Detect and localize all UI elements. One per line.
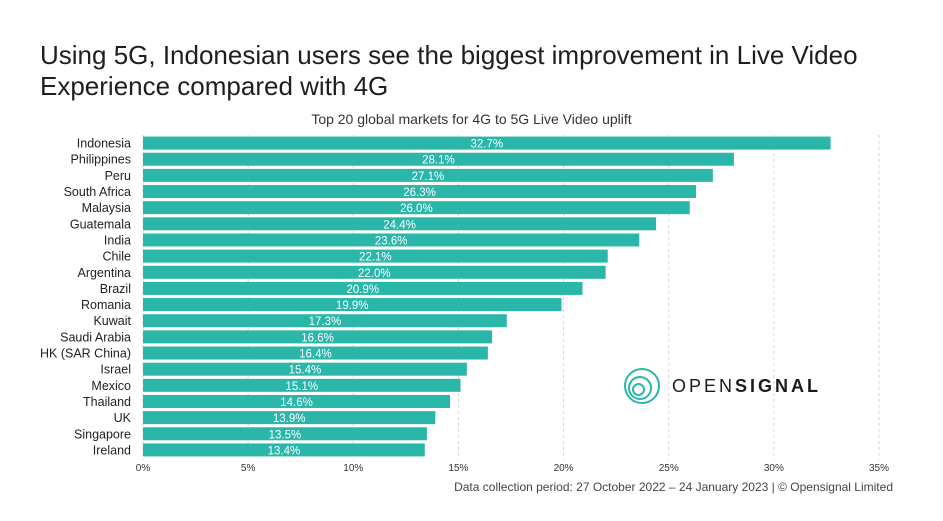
value-label: 24.4% bbox=[383, 219, 416, 231]
bar bbox=[143, 346, 488, 360]
value-label: 13.5% bbox=[269, 429, 302, 441]
logo-text-light: OPEN bbox=[672, 376, 736, 396]
value-label: 13.4% bbox=[268, 445, 301, 457]
category-label: India bbox=[104, 233, 131, 247]
category-label: Kuwait bbox=[93, 314, 131, 328]
bar bbox=[143, 298, 562, 312]
category-label: Thailand bbox=[83, 395, 131, 409]
value-label: 22.1% bbox=[359, 252, 392, 264]
bar bbox=[143, 136, 831, 150]
opensignal-logo-text: OPENSIGNAL bbox=[672, 376, 821, 397]
x-tick-label: 15% bbox=[448, 463, 468, 474]
x-tick-label: 0% bbox=[136, 463, 151, 474]
bar bbox=[143, 394, 451, 408]
bar bbox=[143, 233, 640, 247]
category-label: South Africa bbox=[64, 185, 131, 199]
category-label: Argentina bbox=[77, 266, 131, 280]
x-tick-label: 5% bbox=[241, 463, 256, 474]
chart-headline: Using 5G, Indonesian users see the bigge… bbox=[40, 40, 858, 101]
bar bbox=[143, 443, 425, 457]
value-label: 19.9% bbox=[336, 300, 369, 312]
bar bbox=[143, 152, 734, 166]
bar bbox=[143, 168, 713, 182]
bar bbox=[143, 281, 583, 295]
category-label: Philippines bbox=[71, 153, 131, 167]
value-label: 13.9% bbox=[273, 413, 306, 425]
value-label: 23.6% bbox=[375, 235, 408, 247]
value-label: 20.9% bbox=[346, 284, 379, 296]
data-collection-footer: Data collection period: 27 October 2022 … bbox=[454, 480, 893, 494]
category-label: Chile bbox=[103, 250, 132, 264]
chart-bars bbox=[143, 136, 831, 457]
bar bbox=[143, 265, 606, 279]
value-label: 26.3% bbox=[403, 187, 436, 199]
value-label: 27.1% bbox=[412, 171, 445, 183]
value-label: 14.6% bbox=[280, 397, 313, 409]
bar bbox=[143, 362, 467, 376]
chart-x-axis: 0% 5% 10% 15% 20% 25% 30% 35% bbox=[136, 463, 889, 474]
value-label: 16.4% bbox=[299, 349, 332, 361]
value-label: 28.1% bbox=[422, 155, 455, 167]
bar bbox=[143, 427, 427, 441]
chart-title: Top 20 global markets for 4G to 5G Live … bbox=[311, 111, 632, 127]
chart-value-labels: 32.7% 28.1% 27.1% 26.3% 26.0% 24.4% 23.6% 22.1%… bbox=[268, 139, 504, 458]
value-label: 26.0% bbox=[400, 203, 433, 215]
category-label: Guatemala bbox=[70, 217, 131, 231]
category-label: HK (SAR China) bbox=[40, 347, 131, 361]
category-label: Romania bbox=[81, 298, 131, 312]
category-label: Peru bbox=[105, 169, 131, 183]
value-label: 32.7% bbox=[471, 139, 504, 151]
opensignal-logo-icon bbox=[624, 368, 660, 404]
category-label: UK bbox=[114, 411, 132, 425]
bar bbox=[143, 249, 608, 263]
bar bbox=[143, 378, 461, 392]
x-tick-label: 10% bbox=[343, 463, 363, 474]
bar bbox=[143, 330, 493, 344]
bar bbox=[143, 201, 690, 215]
category-label: Ireland bbox=[93, 443, 131, 457]
x-tick-label: 35% bbox=[869, 463, 889, 474]
category-label: Brazil bbox=[100, 282, 131, 296]
x-tick-label: 25% bbox=[659, 463, 679, 474]
category-label: Indonesia bbox=[77, 137, 131, 151]
x-tick-label: 30% bbox=[764, 463, 784, 474]
category-label: Saudi Arabia bbox=[60, 330, 131, 344]
category-label: Israel bbox=[100, 363, 131, 377]
x-tick-label: 20% bbox=[554, 463, 574, 474]
chart-category-labels: Indonesia Philippines Peru South Africa Mala… bbox=[40, 137, 132, 458]
bar bbox=[143, 314, 507, 328]
value-label: 17.3% bbox=[309, 316, 342, 328]
bar bbox=[143, 185, 697, 199]
logo-text-bold: SIGNAL bbox=[735, 376, 822, 396]
value-label: 22.0% bbox=[358, 268, 391, 280]
category-label: Malaysia bbox=[82, 201, 131, 215]
bar bbox=[143, 217, 657, 231]
value-label: 16.6% bbox=[301, 332, 334, 344]
value-label: 15.1% bbox=[285, 381, 318, 393]
category-label: Singapore bbox=[74, 427, 131, 441]
bar bbox=[143, 411, 436, 425]
category-label: Mexico bbox=[91, 379, 131, 393]
value-label: 15.4% bbox=[289, 365, 322, 377]
opensignal-logo: OPENSIGNAL bbox=[622, 366, 852, 406]
